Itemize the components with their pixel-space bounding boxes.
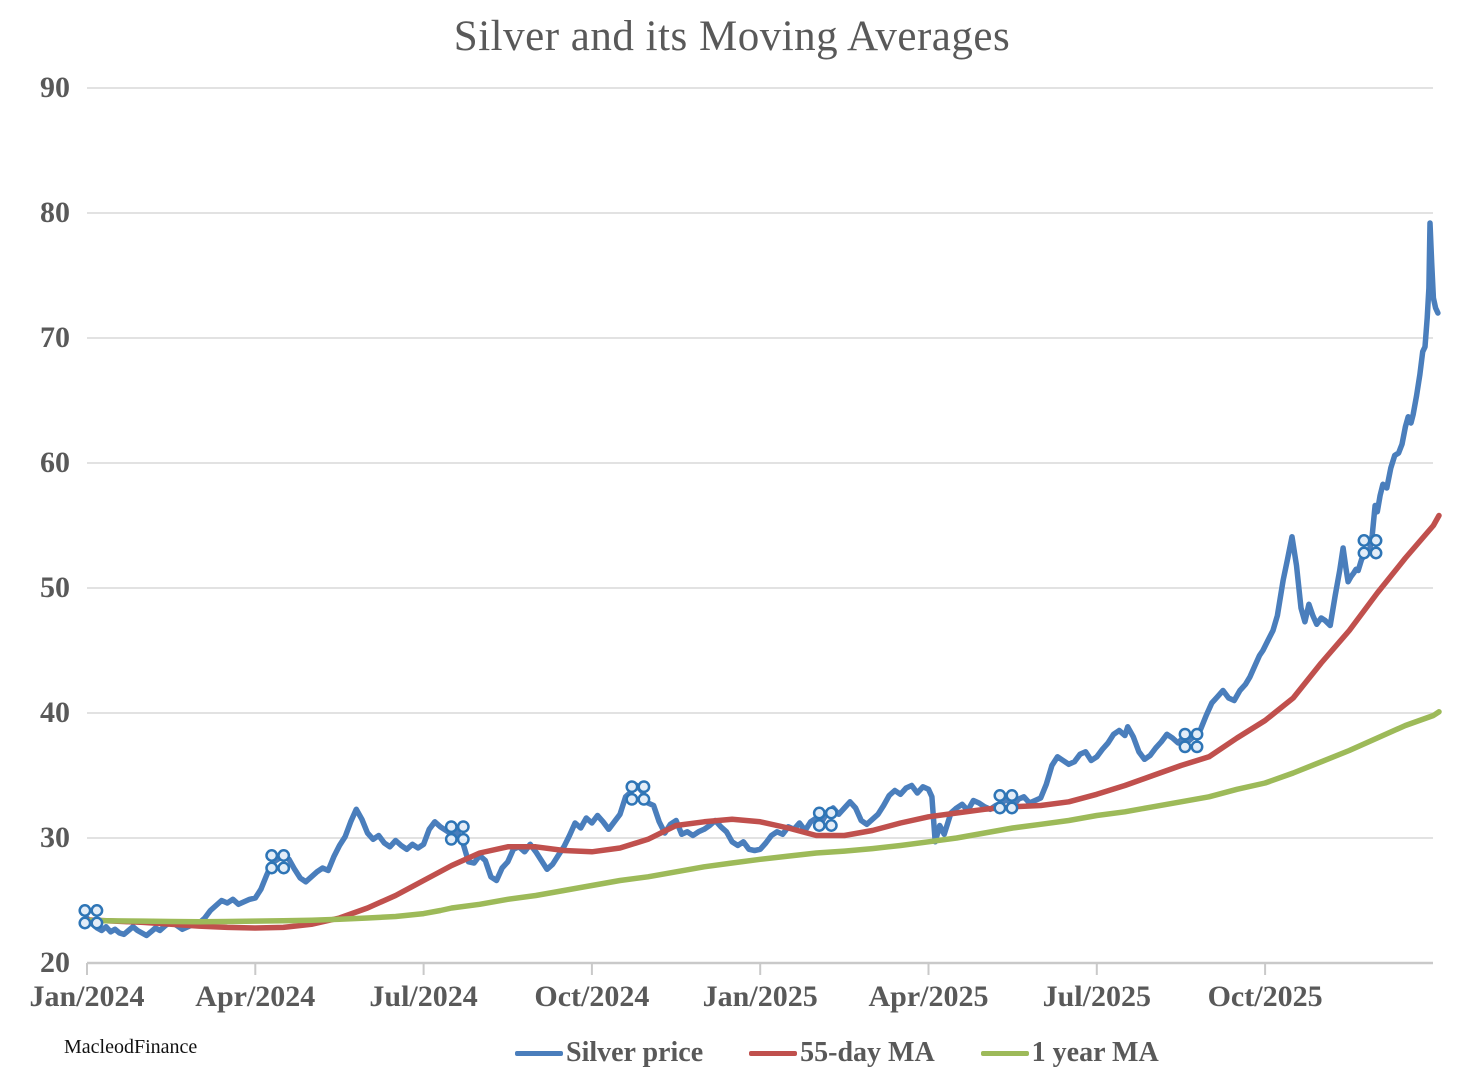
price-marker-circle — [1357, 546, 1371, 560]
price-marker-circle — [1190, 727, 1204, 741]
y-axis-label-70: 70 — [40, 321, 70, 354]
price-marker-circle — [824, 819, 838, 832]
price-marker-circle — [444, 820, 458, 834]
legend-swatch-55-day-ma — [749, 1050, 798, 1056]
legend-item-1-year-ma: 1 year MA — [980, 1037, 1159, 1069]
price-marker-circle — [1190, 740, 1204, 754]
price-marker-circle — [1005, 801, 1019, 815]
price-marker-circle — [812, 819, 826, 832]
price-marker-circle — [637, 792, 651, 806]
price-marker-circle — [456, 832, 470, 846]
price-marker-circle — [1005, 789, 1019, 802]
y-axis-label-90: 90 — [40, 71, 70, 104]
price-marker-circle — [625, 780, 639, 794]
legend-item-55-day-ma: 55-day MA — [749, 1037, 935, 1069]
price-marker-circle — [637, 780, 651, 794]
price-marker-circle — [993, 801, 1007, 815]
price-marker-circle — [1369, 534, 1383, 547]
legend: Silver price 55-day MA 1 year MA — [515, 1034, 1159, 1072]
x-axis-label-Jan-2024: Jan/2024 — [29, 980, 145, 1013]
price-marker-circle — [78, 916, 92, 930]
price-marker-circle — [1178, 740, 1192, 754]
legend-swatch-1-year-ma — [980, 1050, 1029, 1056]
y-axis-label-60: 60 — [40, 446, 70, 479]
price-marker-circle — [1357, 534, 1371, 547]
legend-swatch-silver-price — [515, 1050, 563, 1056]
y-axis-label-20: 20 — [40, 946, 70, 979]
x-axis: Jan/2024 Apr/2024 Jul/2024 Oct/2024 Jan/2025… — [0, 980, 1464, 1020]
x-axis-label-Oct-2024: Oct/2024 — [534, 980, 650, 1013]
price-marker-circle — [90, 916, 104, 930]
price-marker-circle — [824, 806, 838, 820]
y-axis-label-50: 50 — [40, 571, 70, 604]
legend-label: Silver price — [566, 1037, 704, 1068]
series-line-1-year-ma — [84, 709, 1442, 925]
legend-label: 1 year MA — [1031, 1037, 1159, 1068]
price-marker-circle — [277, 861, 291, 875]
price-marker-circle — [78, 904, 92, 917]
price-marker-circle — [993, 789, 1007, 802]
legend-label: 55-day MA — [800, 1037, 935, 1068]
chart-title: Silver and its Moving Averages — [453, 13, 1011, 60]
y-axis-label-80: 80 — [40, 196, 70, 229]
price-marker-circle — [456, 820, 470, 834]
price-marker-circle — [265, 849, 279, 862]
legend-item-silver-price: Silver price — [515, 1037, 703, 1069]
x-axis-label-Jan-2025: Jan/2025 — [702, 980, 818, 1013]
x-axis-label-Jul-2024: Jul/2024 — [369, 980, 478, 1013]
y-axis-label-30: 30 — [40, 821, 70, 854]
price-marker-circle — [265, 861, 279, 875]
x-axis-label-Apr-2024: Apr/2024 — [195, 980, 316, 1013]
price-marker-circle — [1178, 727, 1192, 741]
x-axis-label-Jul-2025: Jul/2025 — [1042, 980, 1151, 1013]
price-marker-circle — [625, 792, 639, 806]
price-marker-circle — [90, 904, 104, 917]
watermark: MacleodFinance — [64, 1036, 198, 1058]
x-axis-label-Oct-2025: Oct/2025 — [1207, 980, 1323, 1013]
price-marker-circle — [1369, 546, 1383, 560]
series-line-silver-price — [84, 220, 1441, 939]
y-axis-label-40: 40 — [40, 696, 70, 729]
price-marker-circle — [812, 806, 826, 820]
price-marker-circle — [277, 849, 291, 862]
series-line-55-day-ma — [84, 512, 1442, 931]
x-axis-label-Apr-2025: Apr/2025 — [868, 980, 989, 1013]
price-marker-circle — [444, 832, 458, 846]
y-axis: 20 30 40 50 60 70 80 90 — [0, 0, 72, 1000]
